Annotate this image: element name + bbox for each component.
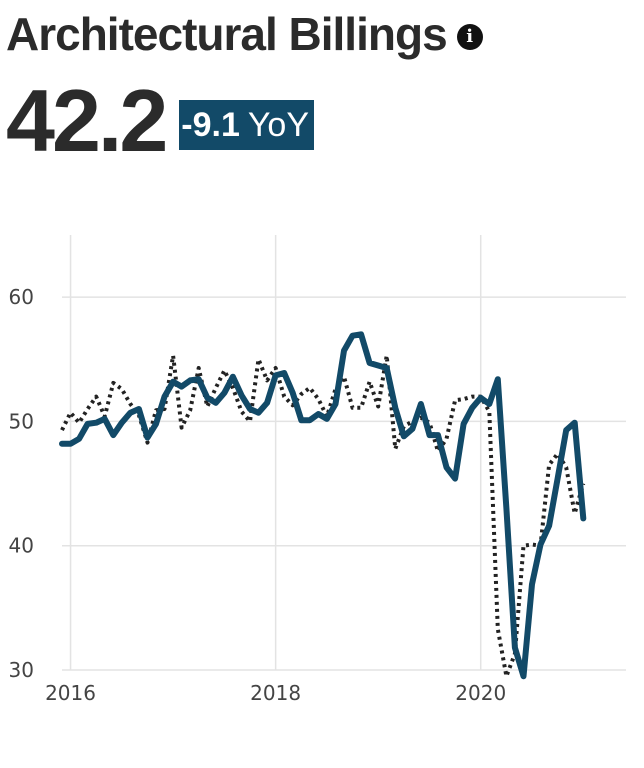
series-line-solid (59, 331, 587, 680)
kpi-row: 42.2 -9.1 YoY (6, 71, 315, 170)
x-tick-label: 2018 (250, 681, 301, 705)
billings-line-chart: 30 40 50 60 2016 2018 2020 (9, 235, 626, 705)
kpi-value: 42.2 (6, 71, 168, 170)
series (59, 331, 587, 680)
x-tick-label: 2020 (455, 681, 506, 705)
title-row: Architectural Billings i (6, 6, 483, 62)
yoy-change-value: -9.1 (181, 106, 240, 144)
tick-labels: 30 40 50 60 2016 2018 2020 (9, 285, 507, 705)
info-icon[interactable]: i (456, 24, 483, 50)
y-tick-label: 30 (9, 658, 34, 682)
yoy-change-badge: -9.1 YoY (179, 100, 315, 150)
y-tick-label: 50 (9, 409, 34, 433)
yoy-change-unit: YoY (247, 106, 310, 144)
grid (62, 235, 626, 671)
y-tick-label: 60 (9, 285, 34, 309)
y-tick-label: 40 (9, 534, 34, 558)
x-tick-label: 2016 (45, 681, 96, 705)
page-title: Architectural Billings (6, 8, 448, 60)
